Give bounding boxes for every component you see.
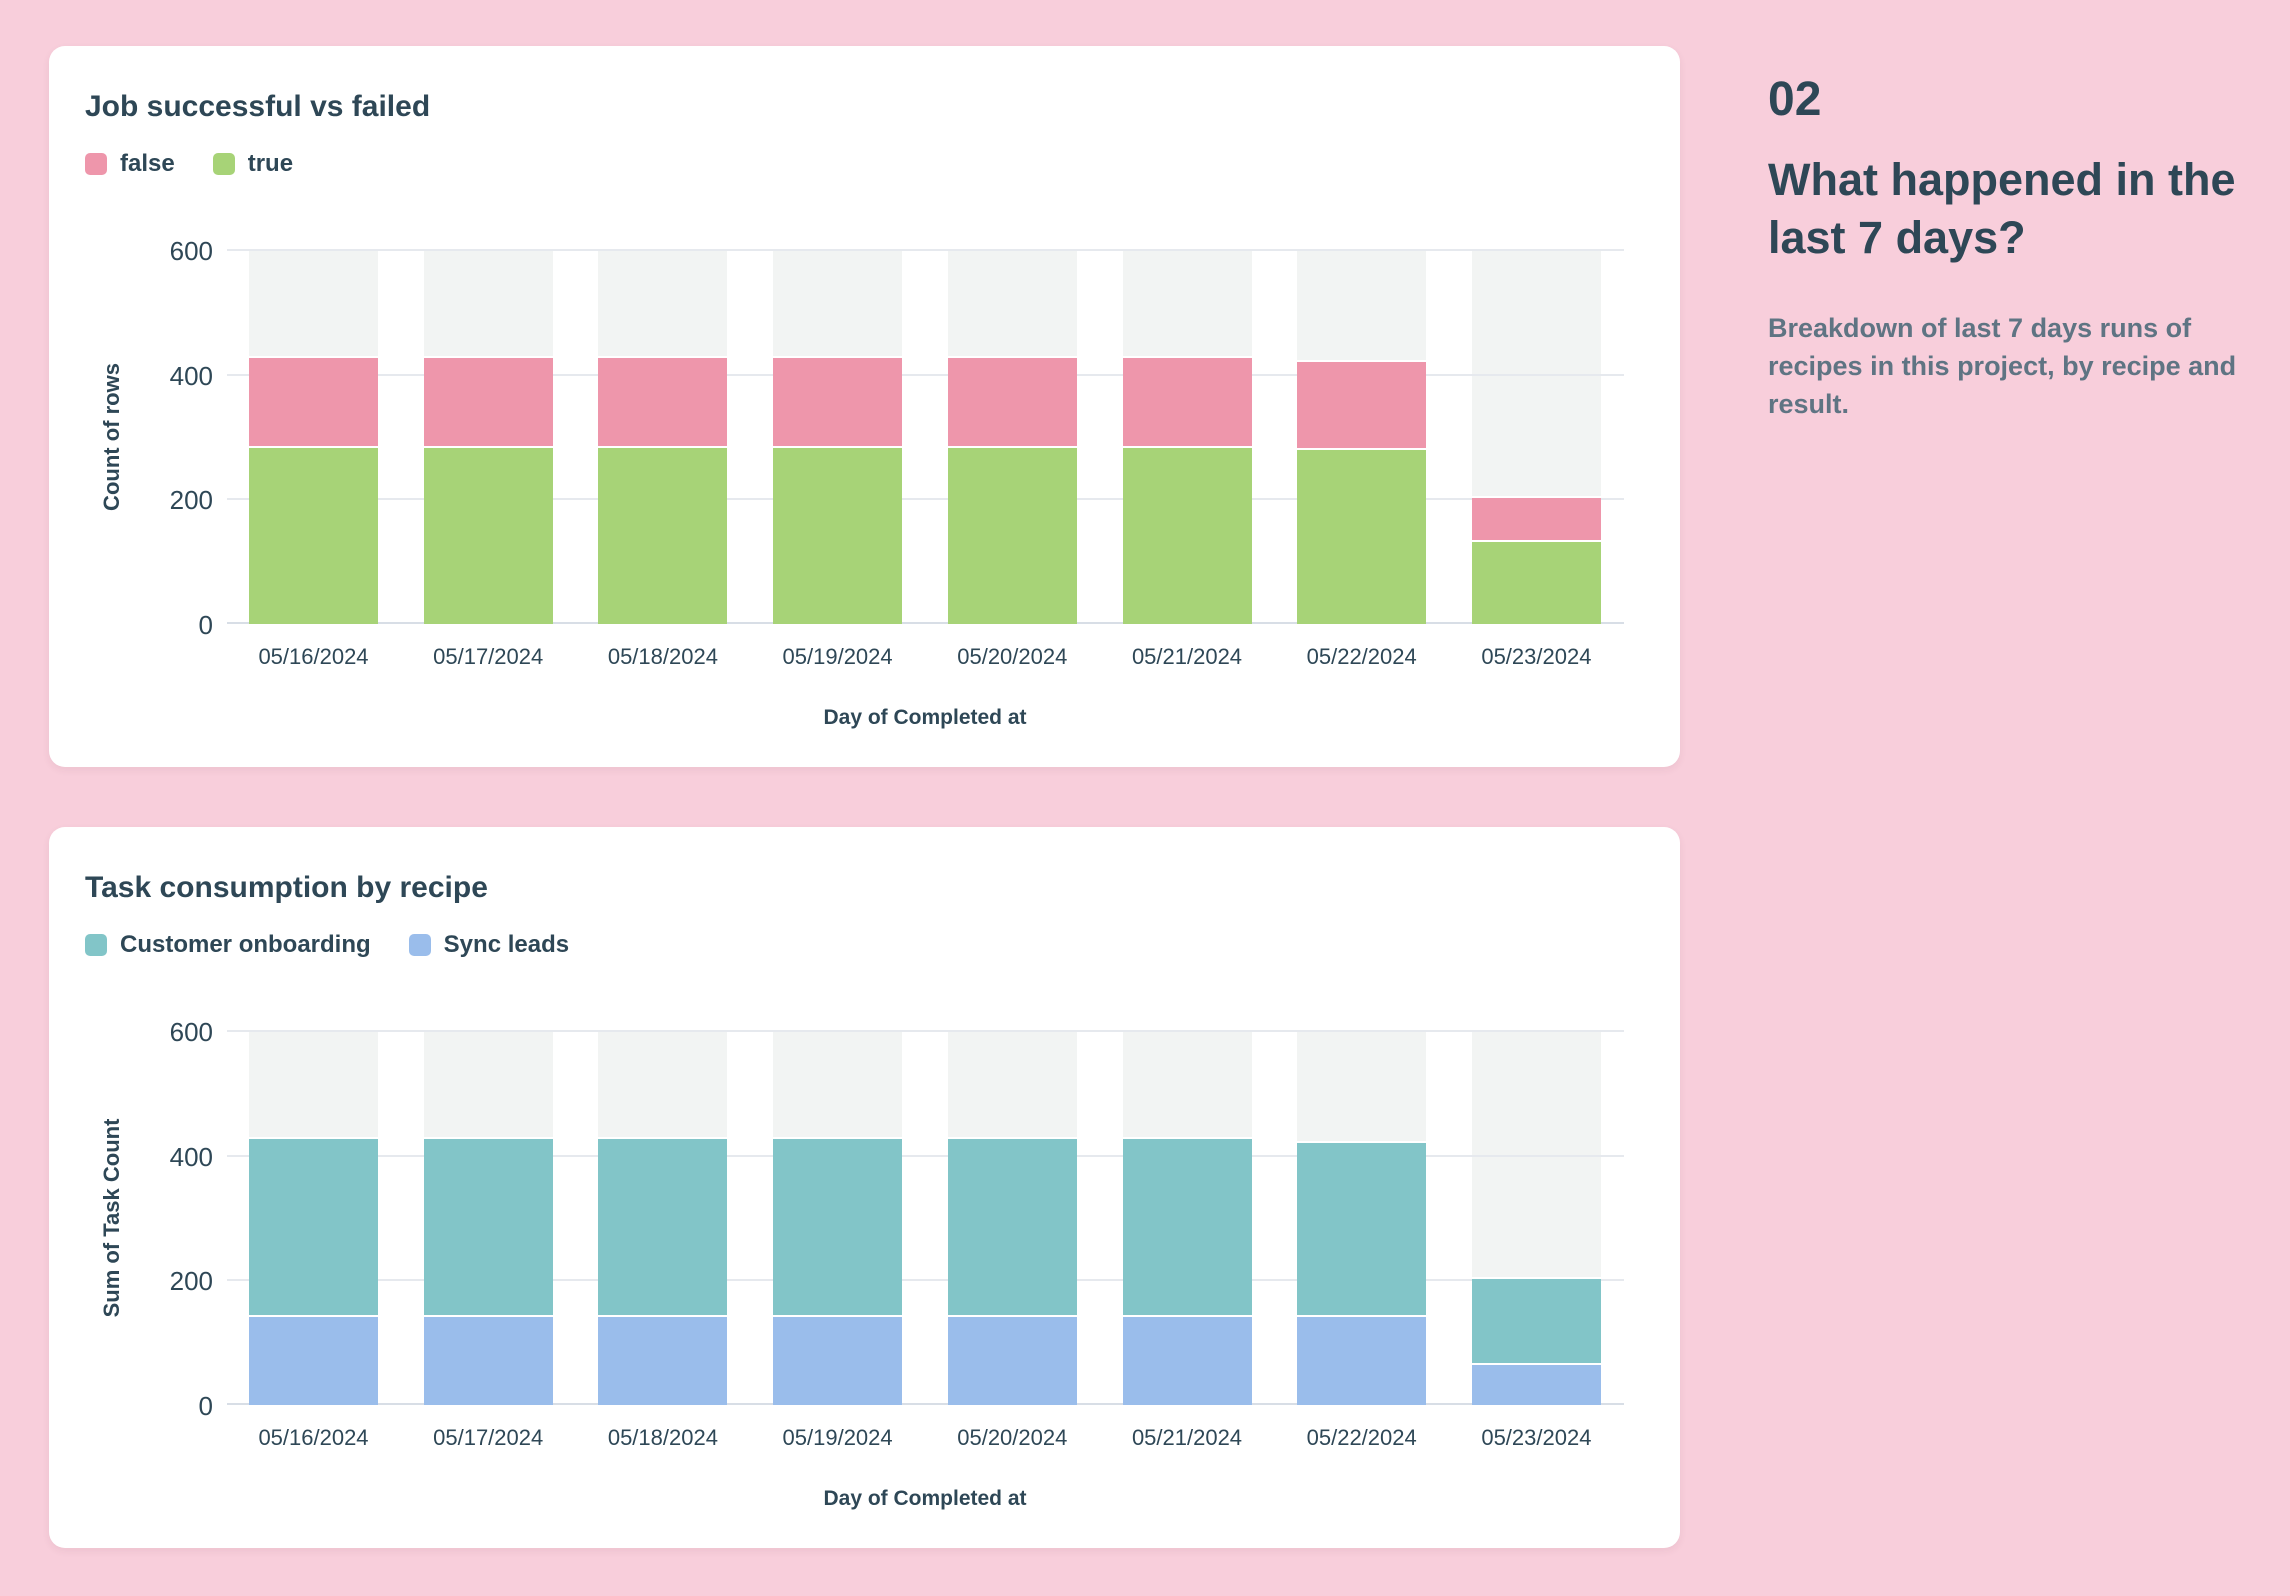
x-tick-label: 05/23/2024 xyxy=(1481,1425,1592,1450)
y-axis-title: Sum of Task Count xyxy=(99,1118,124,1318)
chart-card-task-consumption-by-recipe: Task consumption by recipe Customer onbo… xyxy=(49,827,1680,1548)
x-tick-label: 05/18/2024 xyxy=(607,644,718,669)
section-description: Breakdown of last 7 days runs of recipes… xyxy=(1768,313,2237,419)
x-tick-label: 05/20/2024 xyxy=(957,1425,1068,1450)
bar-segment xyxy=(423,1314,553,1405)
gridline xyxy=(227,1279,1624,1282)
x-tick-label: 05/19/2024 xyxy=(782,1425,893,1450)
y-tick-label: 600 xyxy=(169,236,213,266)
gridline xyxy=(227,1403,1624,1405)
gridline xyxy=(227,1154,1624,1157)
x-tick-label: 05/17/2024 xyxy=(433,1425,544,1450)
x-tick-label: 05/21/2024 xyxy=(1131,1425,1243,1450)
bar-segment xyxy=(1297,1315,1427,1405)
plot-area xyxy=(227,249,1624,624)
bar-segment xyxy=(947,1136,1077,1315)
x-axis-title: Day of Completed at xyxy=(823,1487,1027,1510)
x-tick-label: 05/16/2024 xyxy=(258,1425,369,1450)
bar-segment xyxy=(947,446,1077,624)
x-tick-label: 05/22/2024 xyxy=(1306,1425,1417,1450)
chart-legend: false true xyxy=(85,150,293,178)
gridline xyxy=(227,373,1624,376)
bar-segment xyxy=(773,446,903,624)
bar-segment xyxy=(773,1314,903,1405)
bar-segment xyxy=(1297,448,1427,624)
y-tick-label: 200 xyxy=(169,1266,213,1297)
legend-item: false xyxy=(85,150,175,178)
bar-segment xyxy=(598,1136,728,1315)
section-sidebar: 02 What happened in the last 7 days? Bre… xyxy=(1768,72,2268,423)
x-tick-label: 05/18/2024 xyxy=(607,1425,718,1450)
bar-segment xyxy=(249,446,378,624)
x-tick-label: 05/22/2024 xyxy=(1306,644,1417,669)
legend-label: false xyxy=(120,150,175,177)
y-tick-label: 0 xyxy=(198,1391,213,1421)
bar-segment xyxy=(1122,355,1252,447)
bar-segment xyxy=(1471,539,1601,624)
x-tick-label: 05/23/2024 xyxy=(1481,644,1592,669)
bar-segment xyxy=(249,1136,378,1315)
y-tick-label: 400 xyxy=(169,1141,213,1172)
chart-title: Task consumption by recipe xyxy=(85,871,488,904)
bar-segment xyxy=(1122,446,1252,624)
legend-label: true xyxy=(247,150,294,177)
y-tick-label: 600 xyxy=(169,1017,213,1047)
section-heading: What happened in the last 7 days? xyxy=(1768,154,2236,263)
bar-segment xyxy=(249,355,378,447)
chart-card-job-successful-vs-failed: Job successful vs failed false true Count… xyxy=(49,46,1680,767)
bar-segment xyxy=(598,446,728,624)
x-tick-label: 05/20/2024 xyxy=(957,644,1068,669)
gridline xyxy=(227,622,1624,624)
y-tick-label: 400 xyxy=(169,360,213,391)
legend-swatch xyxy=(408,934,431,956)
legend-swatch xyxy=(85,153,107,175)
bar-segment xyxy=(947,355,1077,447)
chart-title: Job successful vs failed xyxy=(85,90,431,123)
x-tick-label: 05/19/2024 xyxy=(782,644,893,669)
legend-item: Sync leads xyxy=(408,931,570,959)
plot-area xyxy=(227,1030,1624,1405)
gridline xyxy=(227,249,1624,251)
y-tick-label: 200 xyxy=(169,485,213,516)
bar-segment xyxy=(1122,1136,1252,1315)
bar-segment xyxy=(1471,496,1601,540)
y-axis-title: Count of rows xyxy=(99,363,124,511)
bar-segment xyxy=(1297,1140,1427,1316)
chart-legend: Customer onboarding Sync leads xyxy=(85,931,569,959)
section-number: 02 xyxy=(1768,73,1822,126)
bar-segment xyxy=(1297,359,1427,449)
x-axis-title: Day of Completed at xyxy=(823,706,1027,729)
legend-item: true xyxy=(212,150,294,178)
legend-swatch xyxy=(212,153,235,175)
bar-segment xyxy=(598,355,728,447)
bar-segment xyxy=(1122,1314,1252,1405)
bar-segment xyxy=(773,355,903,447)
legend-label: Sync leads xyxy=(443,931,570,958)
bar-segment xyxy=(249,1314,378,1405)
x-tick-label: 05/16/2024 xyxy=(258,644,369,669)
bar-segment xyxy=(423,1136,553,1315)
bar-segment xyxy=(1471,1362,1601,1405)
gridline xyxy=(227,1030,1624,1032)
y-tick-label: 0 xyxy=(198,610,213,640)
legend-label: Customer onboarding xyxy=(120,931,371,958)
x-tick-label: 05/21/2024 xyxy=(1131,644,1243,669)
bar-segment xyxy=(773,1136,903,1315)
bar-segment xyxy=(423,446,553,624)
bar-segment xyxy=(423,355,553,447)
gridline xyxy=(227,498,1624,501)
bar-segment xyxy=(947,1314,1077,1405)
legend-item: Customer onboarding xyxy=(85,931,371,959)
legend-swatch xyxy=(85,934,107,956)
bar-segment xyxy=(598,1314,728,1405)
x-tick-label: 05/17/2024 xyxy=(433,644,544,669)
bar-segment xyxy=(1471,1277,1601,1363)
